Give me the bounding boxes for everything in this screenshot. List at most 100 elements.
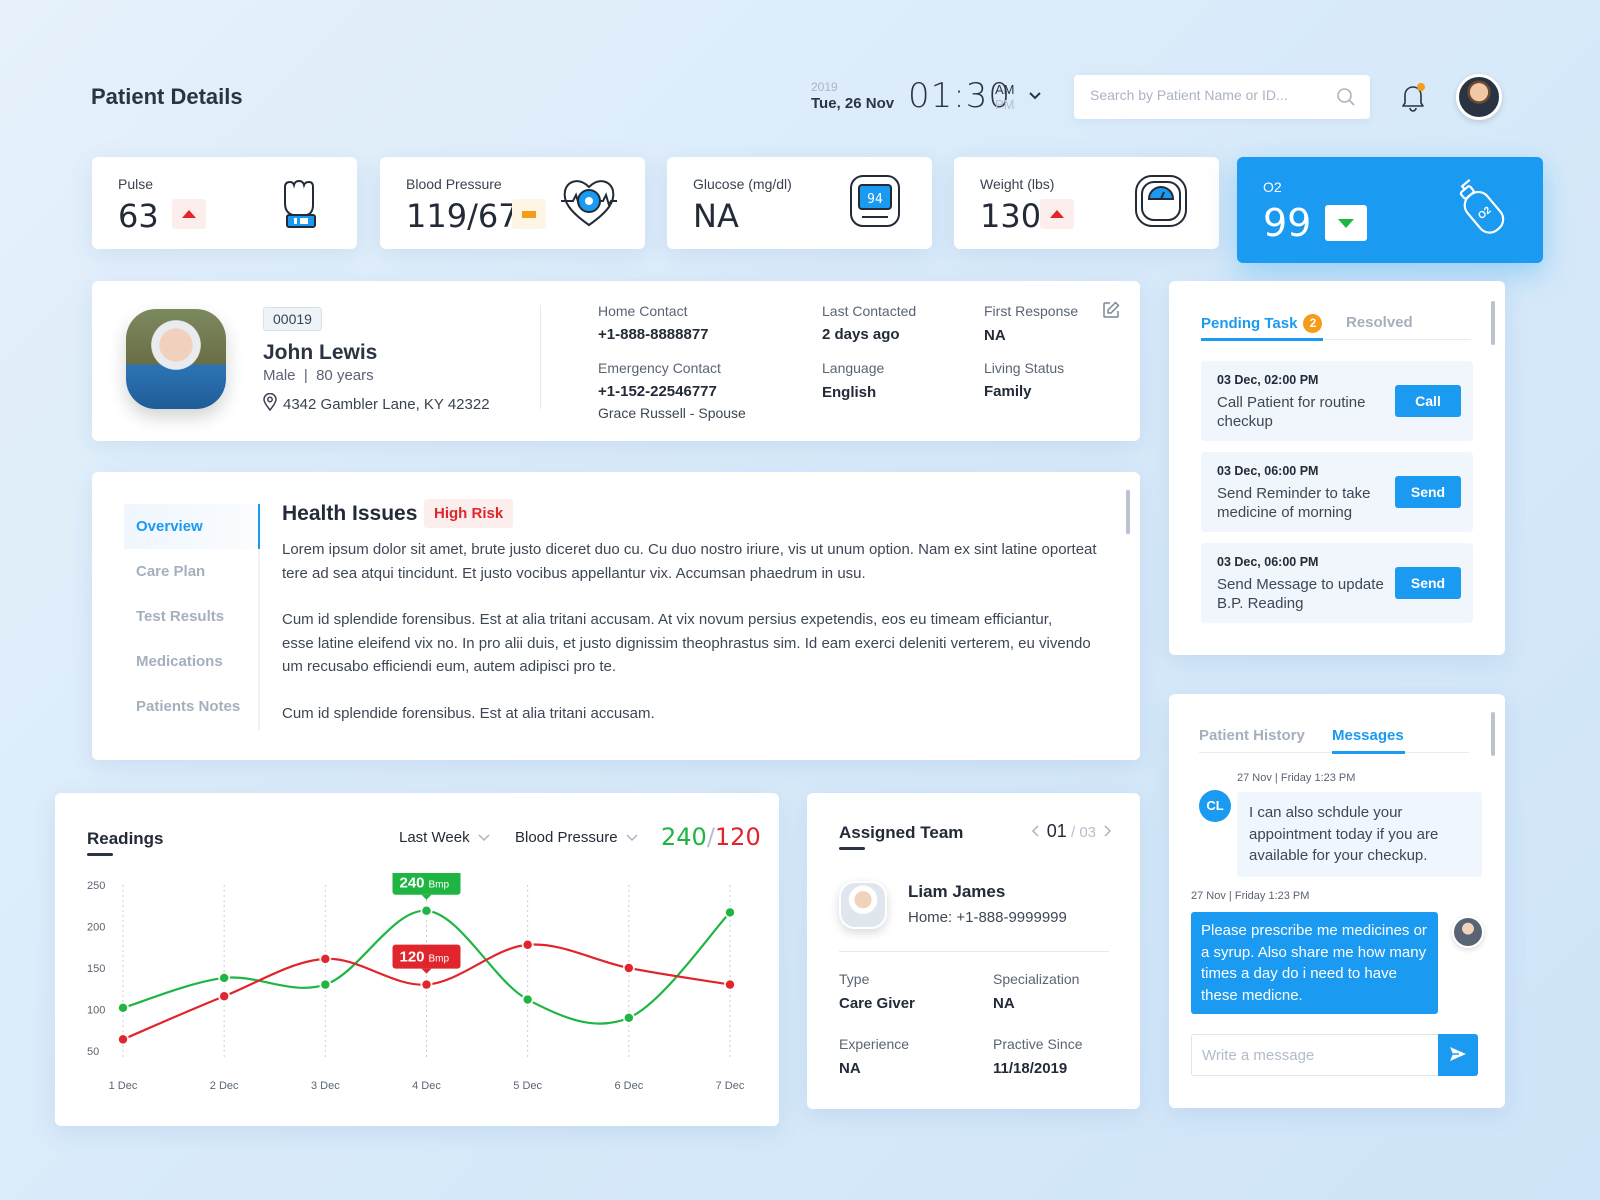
send-message-button[interactable] xyxy=(1438,1034,1478,1076)
scrollbar-thumb[interactable] xyxy=(1491,301,1495,345)
user-avatar[interactable] xyxy=(1456,74,1502,120)
team-member-phone[interactable]: Home: +1-888-9999999 xyxy=(908,909,1067,926)
am-label: AM xyxy=(995,82,1015,97)
pm-label: PM xyxy=(995,97,1015,112)
vital-value: 119/67 xyxy=(406,197,519,235)
emergency-contact-label: Emergency Contact xyxy=(598,360,721,376)
data-point xyxy=(523,995,532,1004)
risk-badge: High Risk xyxy=(424,499,514,528)
task-item: 03 Dec, 02:00 PM Call Patient for routin… xyxy=(1201,361,1473,441)
data-point xyxy=(219,973,229,983)
patient-name: John Lewis xyxy=(263,341,378,364)
search-input[interactable] xyxy=(1090,87,1320,103)
data-point xyxy=(725,980,735,989)
tooltip-value: 240 xyxy=(400,875,425,892)
tab-pending-task[interactable]: Pending Task 2 xyxy=(1201,314,1323,333)
emergency-contact-value[interactable]: +1-152-22546777 xyxy=(598,383,717,400)
chevron-left-icon[interactable] xyxy=(1031,821,1039,842)
outgoing-message: Please prescribe me medicines or a syrup… xyxy=(1191,912,1438,1014)
vital-label: Weight (lbs) xyxy=(980,176,1055,192)
message-time: Friday 1:23 PM xyxy=(1280,772,1356,784)
heart-monitor-icon xyxy=(559,173,619,236)
message-input[interactable] xyxy=(1191,1034,1439,1076)
x-tick-label: 3 Dec xyxy=(311,1080,340,1092)
text-line: Cum id splendide forensibus. Est at alia… xyxy=(282,611,1053,628)
tabs-divider xyxy=(258,504,260,730)
period-dropdown[interactable]: Last Week xyxy=(399,829,490,846)
x-tick-label: 6 Dec xyxy=(614,1080,643,1092)
data-point xyxy=(624,1013,634,1022)
text-line: Lorem ipsum dolor sit amet, brute justo … xyxy=(282,541,1097,558)
chevron-right-icon[interactable] xyxy=(1104,821,1112,842)
bell-icon[interactable] xyxy=(1399,82,1427,117)
task-time: 03 Dec, 06:00 PM xyxy=(1217,464,1319,478)
tab-care-plan[interactable]: Care Plan xyxy=(136,563,206,580)
send-button[interactable]: Send xyxy=(1395,476,1461,508)
text-line: tere ad sea atqui tincidunt. Et justo vo… xyxy=(282,564,866,582)
tab-medications[interactable]: Medications xyxy=(136,653,223,670)
type-label: Type xyxy=(839,971,870,987)
search-icon[interactable] xyxy=(1336,87,1356,112)
message-time: Friday 1:23 PM xyxy=(1234,890,1310,902)
vital-value: 99 xyxy=(1263,201,1312,245)
message-meta: 27 Nov | Friday 1:23 PM xyxy=(1237,772,1355,784)
chevron-down-icon[interactable] xyxy=(1028,88,1042,106)
task-time: 03 Dec, 06:00 PM xyxy=(1217,555,1319,569)
page-title: Patient Details xyxy=(91,84,243,109)
team-member-name: Liam James xyxy=(908,882,1006,901)
tab-test-results[interactable]: Test Results xyxy=(136,608,225,625)
reading-separator: / xyxy=(706,823,715,851)
vital-card-o2: O2 99 O2 xyxy=(1237,157,1543,263)
trend-up-icon xyxy=(172,199,206,229)
data-point xyxy=(219,992,229,1001)
tooltip-unit: Bmp xyxy=(429,954,450,965)
last-contacted-label: Last Contacted xyxy=(822,303,917,319)
pending-count-badge: 2 xyxy=(1303,314,1323,333)
home-contact-value[interactable]: +1-888-8888877 xyxy=(598,326,709,343)
tab-overview[interactable]: Overview xyxy=(124,504,262,549)
readings-card: Readings Last Week Blood Pressure 240/12… xyxy=(55,793,779,1126)
x-tick-label: 7 Dec xyxy=(716,1080,745,1092)
title-underline xyxy=(87,853,113,856)
patient-photo xyxy=(126,309,226,409)
send-button[interactable]: Send xyxy=(1395,567,1461,599)
contact-avatar: CL xyxy=(1199,790,1231,822)
tooltip-unit: Bmp xyxy=(429,880,450,891)
type-value: Care Giver xyxy=(839,995,915,1012)
specialization-value: NA xyxy=(993,995,1015,1012)
data-point xyxy=(321,980,330,989)
text-line: Cum id splendide forensibus. Est at alia… xyxy=(282,704,655,722)
reading-low: 120 xyxy=(714,823,761,851)
active-tab-indicator xyxy=(1332,751,1405,754)
tab-messages[interactable]: Messages xyxy=(1332,727,1404,744)
message-meta: 27 Nov | Friday 1:23 PM xyxy=(1191,890,1309,902)
task-item: 03 Dec, 06:00 PM Send Message to update … xyxy=(1201,543,1473,623)
chevron-down-icon xyxy=(626,829,638,846)
tabs-divider xyxy=(1201,339,1471,340)
experience-label: Experience xyxy=(839,1036,910,1052)
oxygen-tank-icon: O2 xyxy=(1449,177,1515,248)
first-response-label: First Response xyxy=(984,303,1079,319)
active-tab-indicator xyxy=(1201,338,1323,341)
reading-high: 240 xyxy=(661,823,707,851)
call-button[interactable]: Call xyxy=(1395,385,1461,417)
address-text: 4342 Gambler Lane, KY 42322 xyxy=(283,395,490,413)
first-response-value: NA xyxy=(984,327,1006,344)
language-value: English xyxy=(822,384,877,401)
search-box[interactable] xyxy=(1074,75,1370,119)
tab-patient-history[interactable]: Patient History xyxy=(1199,727,1305,744)
message-date: 27 Nov xyxy=(1191,890,1226,902)
y-tick-label: 200 xyxy=(87,922,105,934)
data-point xyxy=(523,940,532,949)
vital-label: Blood Pressure xyxy=(406,176,502,192)
y-tick-label: 100 xyxy=(87,1005,105,1017)
data-point xyxy=(321,954,330,964)
x-tick-label: 4 Dec xyxy=(412,1080,441,1092)
oxygen-tank-label: O2 xyxy=(1476,205,1494,222)
scrollbar-thumb[interactable] xyxy=(1126,490,1130,534)
scrollbar-thumb[interactable] xyxy=(1491,712,1495,756)
metric-dropdown[interactable]: Blood Pressure xyxy=(515,829,638,846)
tab-resolved[interactable]: Resolved xyxy=(1346,314,1413,331)
edit-icon[interactable] xyxy=(1102,301,1120,324)
tab-patients-notes[interactable]: Patients Notes xyxy=(136,698,241,715)
